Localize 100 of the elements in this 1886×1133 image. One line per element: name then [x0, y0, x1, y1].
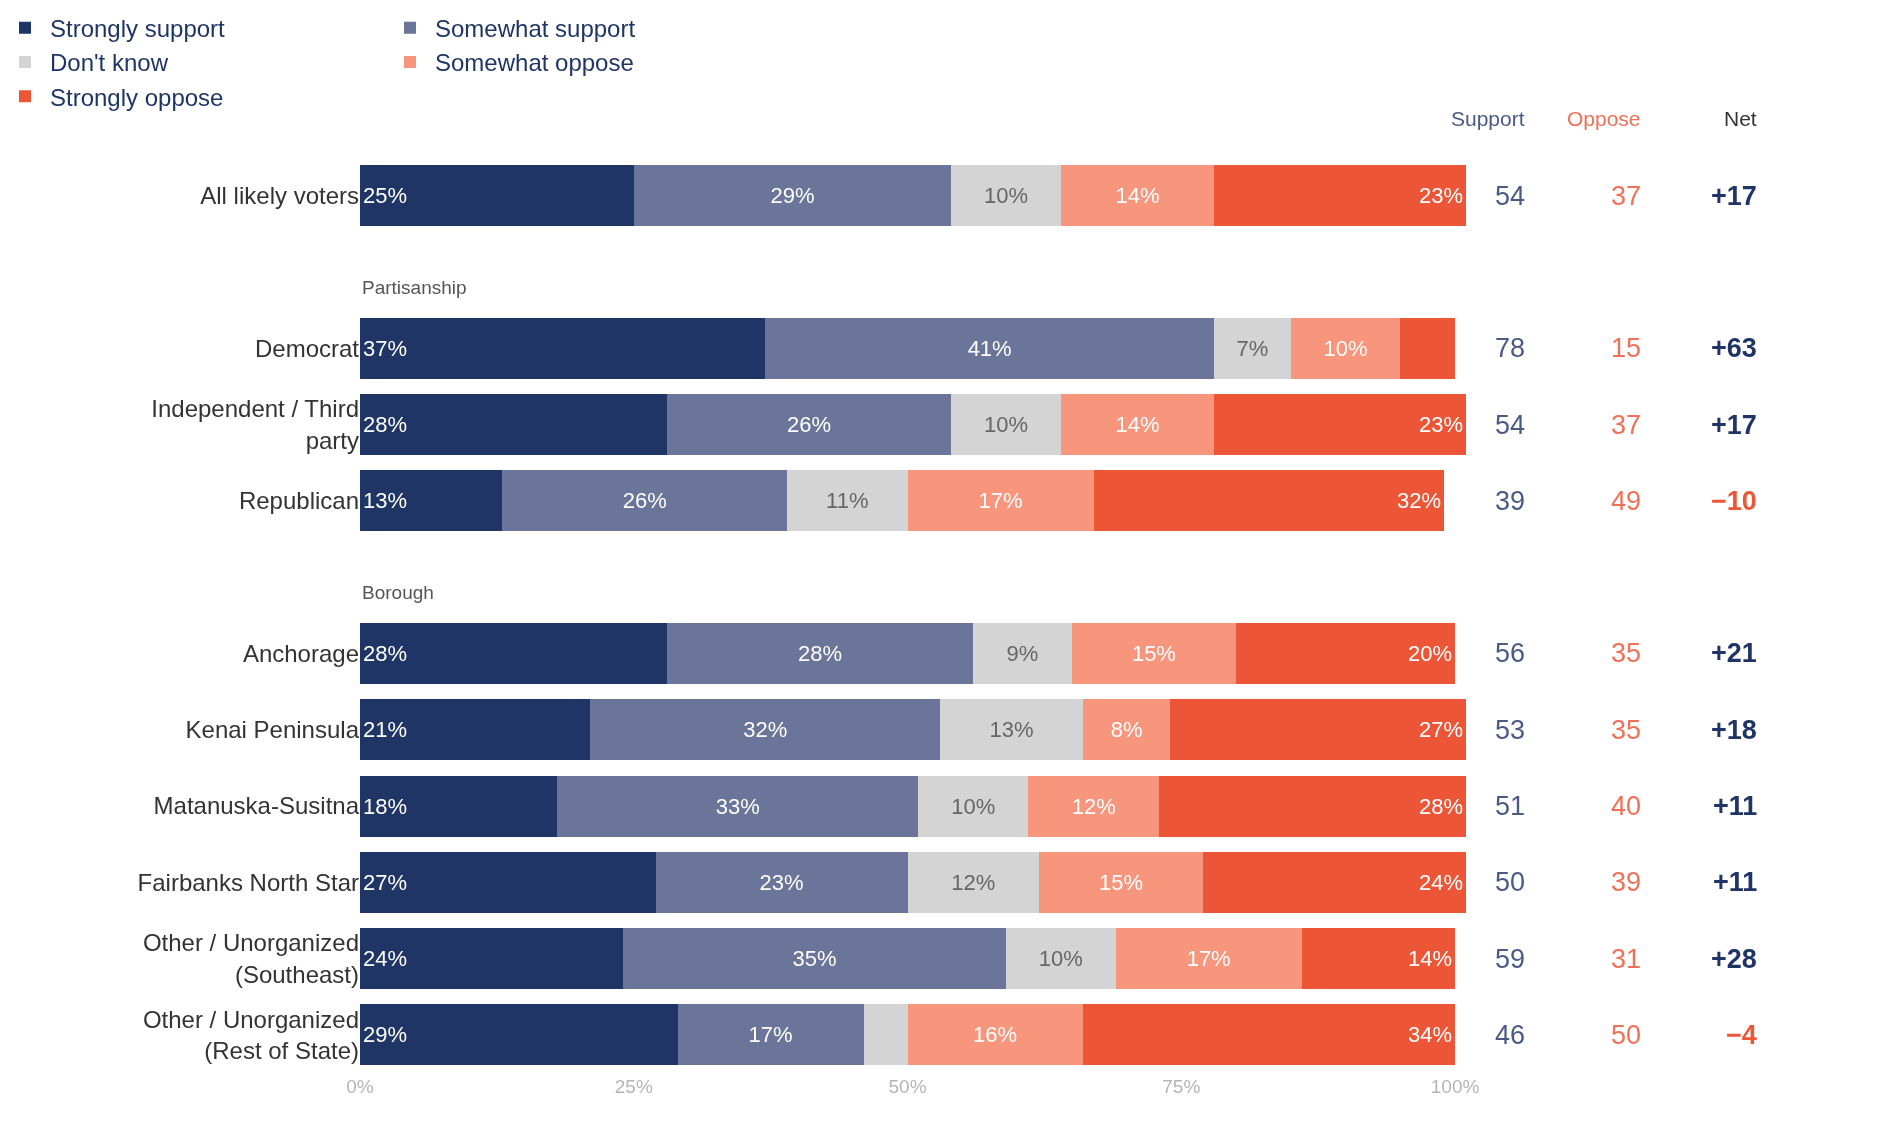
y-tick-label: Democrat: [254, 334, 360, 362]
bar: [1082, 699, 1171, 761]
data-label: 28%: [1418, 793, 1463, 819]
data-label: 26%: [622, 488, 667, 514]
data-label: 10%: [1323, 335, 1368, 361]
data-label: 15%: [1131, 640, 1176, 666]
bar: [360, 1004, 678, 1066]
text: 54: [1495, 181, 1526, 211]
text: 54: [1495, 410, 1526, 440]
text: 37: [1611, 410, 1642, 440]
text: +21: [1711, 638, 1757, 668]
data-label: 27%: [363, 869, 408, 895]
bar: [1214, 394, 1466, 456]
text: 40: [1611, 791, 1642, 821]
data-label: 24%: [1418, 869, 1463, 895]
text: 39: [1495, 486, 1526, 516]
data-label: 21%: [363, 717, 408, 743]
data-label: 9%: [1006, 640, 1039, 666]
legend-label: Somewhat support: [435, 15, 636, 43]
data-label: 12%: [951, 869, 996, 895]
bar: [1400, 317, 1456, 379]
bar: [787, 470, 908, 532]
data-label: 15%: [1099, 869, 1144, 895]
bar: [1236, 622, 1456, 684]
data-label: 41%: [967, 335, 1012, 361]
data-label: 37%: [363, 335, 408, 361]
bar: [1060, 394, 1215, 456]
bar: [677, 1004, 864, 1066]
data-label: 18%: [363, 793, 408, 819]
bar: [863, 1004, 908, 1066]
data-label: 25%: [363, 183, 408, 209]
text: 35: [1611, 638, 1642, 668]
bar: [1006, 928, 1116, 990]
data-label: 28%: [363, 640, 408, 666]
bar: [918, 775, 1028, 837]
bar: [360, 928, 623, 990]
data-label: 26%: [786, 412, 831, 438]
text: 53: [1495, 715, 1526, 745]
bar: [666, 394, 952, 456]
text: 51: [1495, 791, 1526, 821]
data-label: 23%: [1418, 183, 1463, 209]
text: −4: [1726, 1020, 1757, 1050]
bar: [940, 699, 1083, 761]
data-label: 23%: [1418, 412, 1463, 438]
bar: [1027, 775, 1160, 837]
bar: [360, 622, 667, 684]
bar: [1115, 928, 1302, 990]
x-tick-label: 50%: [888, 1076, 927, 1097]
bar: [360, 851, 656, 913]
bar: [973, 622, 1072, 684]
text: 78: [1495, 333, 1526, 363]
text: −10: [1711, 486, 1757, 516]
text: +11: [1713, 867, 1758, 897]
bar: [622, 928, 1007, 990]
data-label: 32%: [1397, 488, 1442, 514]
data-label: 10%: [1038, 946, 1083, 972]
bar: [589, 699, 941, 761]
text: Oppose: [1567, 107, 1641, 130]
data-label: 34%: [1408, 1022, 1453, 1048]
data-label: 32%: [743, 717, 788, 743]
text: 50: [1611, 1020, 1642, 1050]
data-label: 29%: [363, 1022, 408, 1048]
y-tick-label: All likely voters: [200, 182, 359, 210]
legend-label: Strongly support: [50, 15, 226, 43]
bar: [1214, 165, 1466, 227]
bar: [360, 470, 503, 532]
data-label: 17%: [748, 1022, 793, 1048]
bar: [360, 775, 558, 837]
y-tick-label: Fairbanks North Star: [137, 868, 359, 896]
bar: [360, 317, 766, 379]
data-label: 23%: [759, 869, 804, 895]
text: Net: [1724, 107, 1757, 130]
bar: [360, 165, 634, 227]
legend-label: Somewhat oppose: [435, 49, 634, 77]
bar: [1038, 851, 1204, 913]
bar: [907, 851, 1039, 913]
text: Support: [1451, 107, 1525, 130]
data-label: 17%: [1186, 946, 1231, 972]
y-tick-label: Anchorage: [242, 639, 359, 667]
x-tick-label: 0%: [346, 1076, 374, 1097]
bar: [1290, 317, 1401, 379]
text: +18: [1711, 715, 1757, 745]
bar: [1071, 622, 1237, 684]
data-label: 14%: [1408, 946, 1453, 972]
data-label: 35%: [792, 946, 837, 972]
text: +17: [1711, 410, 1757, 440]
bar: [1301, 928, 1456, 990]
y-tick-label: Independent / Third party: [151, 395, 359, 454]
bar: [360, 394, 667, 456]
text: +17: [1711, 181, 1757, 211]
text: 35: [1611, 715, 1642, 745]
y-tick-label: Borough: [362, 582, 434, 603]
bar: [951, 394, 1061, 456]
bar: [1170, 699, 1466, 761]
bar: [360, 699, 590, 761]
text: +28: [1711, 944, 1757, 974]
data-label: 12%: [1071, 793, 1116, 819]
y-tick-label: Matanuska-Susitna: [153, 792, 360, 820]
bar: [765, 317, 1215, 379]
bar: [1214, 317, 1291, 379]
